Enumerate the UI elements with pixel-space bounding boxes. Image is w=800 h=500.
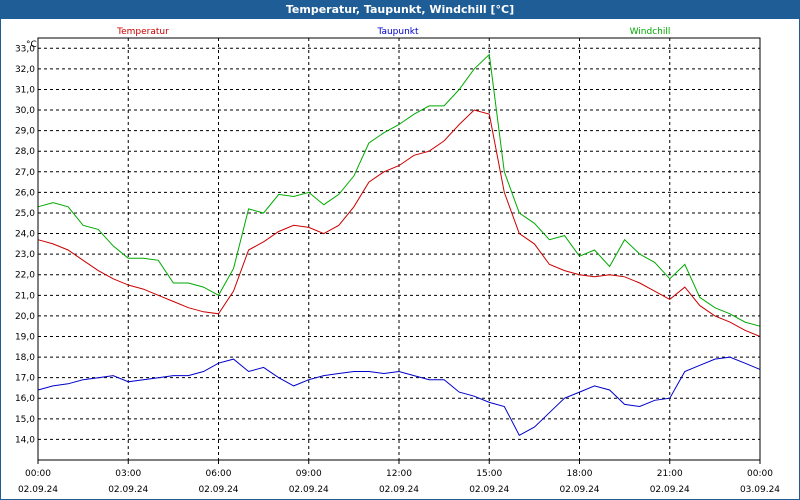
series-line-temperatur xyxy=(37,109,761,337)
series-line-windchill xyxy=(37,53,761,327)
y-tick-label: 23,0 xyxy=(15,250,35,260)
window-title: Temperatur, Taupunkt, Windchill [°C] xyxy=(1,1,799,19)
y-tick-label: 28,0 xyxy=(15,147,35,157)
series-layer xyxy=(37,53,761,436)
y-tick-label: 19,0 xyxy=(15,332,35,342)
x-tick-time: 12:00 xyxy=(386,469,412,479)
y-tick-label: 18,0 xyxy=(15,353,35,363)
y-tick-label: 33,0 xyxy=(15,44,35,54)
grid-layer xyxy=(37,38,761,464)
x-tick-date: 03.09.24 xyxy=(740,485,780,495)
y-tick-label: 17,0 xyxy=(15,374,35,384)
x-tick-time: 18:00 xyxy=(567,469,593,479)
y-tick-label: 20,0 xyxy=(15,312,35,322)
y-tick-label: 30,0 xyxy=(15,106,35,116)
x-tick-date: 02.09.24 xyxy=(289,485,329,495)
y-axis-label: °C xyxy=(26,40,37,50)
plot-frame xyxy=(37,37,761,461)
x-tick-date: 02.09.24 xyxy=(379,485,419,495)
legend-entry-windchill: Windchill xyxy=(630,27,671,37)
y-tick-label: 32,0 xyxy=(15,65,35,75)
y-tick-label: 22,0 xyxy=(15,271,35,281)
y-tick-label: 21,0 xyxy=(15,291,35,301)
x-tick-time: 03:00 xyxy=(115,469,141,479)
x-tick-time: 09:00 xyxy=(296,469,322,479)
x-tick-date: 02.09.24 xyxy=(650,485,690,495)
x-tick-date: 02.09.24 xyxy=(469,485,509,495)
legend-entry-taupunkt: Taupunkt xyxy=(376,27,419,37)
x-tick-date: 02.09.24 xyxy=(18,485,58,495)
x-tick-date: 02.09.24 xyxy=(108,485,148,495)
y-tick-label: 24,0 xyxy=(15,230,35,240)
series-line-taupunkt xyxy=(37,356,761,436)
x-tick-time: 06:00 xyxy=(206,469,232,479)
y-tick-label: 16,0 xyxy=(15,394,35,404)
y-tick-label: 29,0 xyxy=(15,127,35,137)
y-tick-label: 25,0 xyxy=(15,209,35,219)
x-tick-date: 02.09.24 xyxy=(559,485,599,495)
x-tick-time: 00:00 xyxy=(25,469,51,479)
y-tick-label: 27,0 xyxy=(15,168,35,178)
y-tick-label: 15,0 xyxy=(15,415,35,425)
y-tick-label: 31,0 xyxy=(15,85,35,95)
label-layer: 14,0 15,0 16,0 17,0 18,0 19,0 20,0 21,0 22,0 23,0… xyxy=(15,27,780,495)
x-tick-time: 15:00 xyxy=(476,469,502,479)
x-tick-date: 02.09.24 xyxy=(198,485,238,495)
x-tick-time: 00:00 xyxy=(747,469,773,479)
x-tick-time: 21:00 xyxy=(657,469,683,479)
y-tick-label: 26,0 xyxy=(15,188,35,198)
y-tick-label: 14,0 xyxy=(15,435,35,445)
legend-entry-temperatur: Temperatur xyxy=(116,27,169,37)
